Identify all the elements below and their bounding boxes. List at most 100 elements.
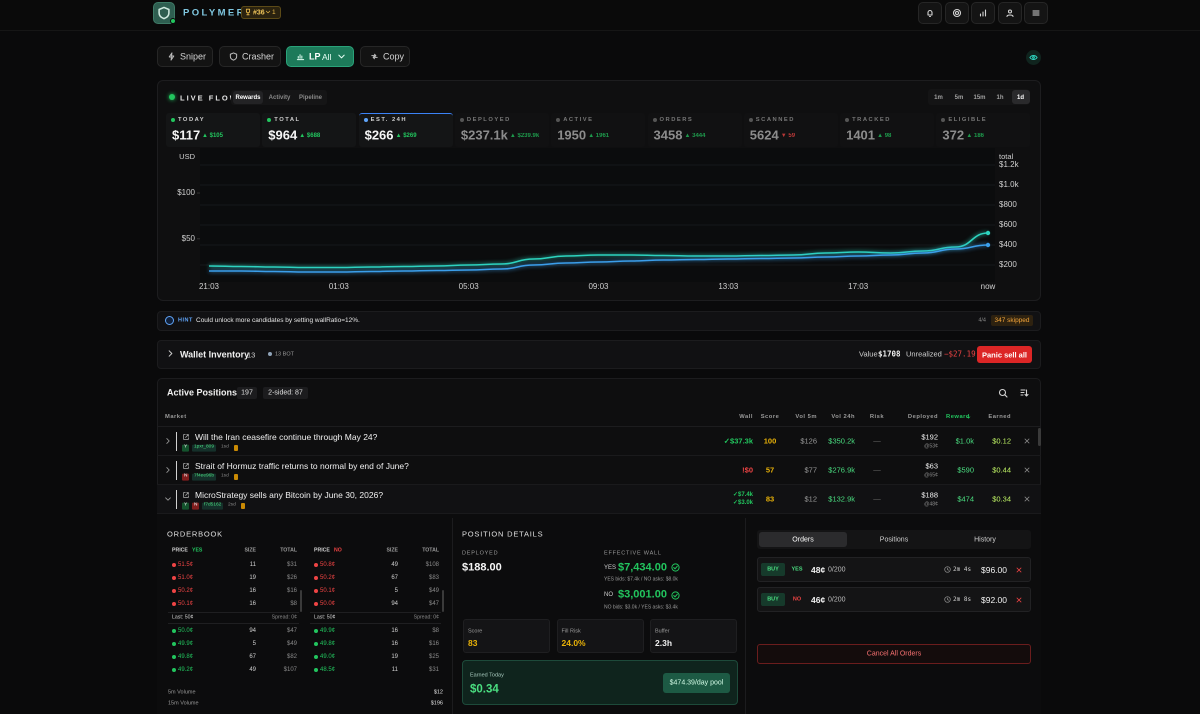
- remove-row-glyph[interactable]: [1024, 438, 1030, 444]
- wallet-chevron[interactable]: [166, 349, 175, 358]
- panic-button[interactable]: [977, 346, 1032, 363]
- cancel-order-glyph[interactable]: [1016, 567, 1022, 572]
- remove-row[interactable]: [1023, 495, 1031, 503]
- range-tab[interactable]: 1m: [934, 94, 943, 101]
- search-button-glyph[interactable]: [998, 389, 1008, 398]
- sort-button-glyph[interactable]: [1020, 389, 1029, 397]
- row-chevron[interactable]: [164, 495, 172, 503]
- row-chevron-glyph[interactable]: [165, 497, 171, 501]
- tag-cash: [234, 445, 238, 451]
- position-row[interactable]: [157, 427, 1041, 456]
- eye-icon[interactable]: [1029, 53, 1038, 62]
- toolbar-icon[interactable]: [978, 8, 988, 18]
- toolbar-icon[interactable]: [1031, 8, 1041, 18]
- mode-button[interactable]: [360, 46, 410, 67]
- orders-tab[interactable]: Positions: [879, 536, 909, 543]
- flow-tab-label[interactable]: Rewards: [235, 94, 261, 101]
- wall-side: NO: [604, 592, 613, 598]
- mode-button[interactable]: [157, 46, 213, 67]
- range-tab[interactable]: 1h: [996, 94, 1004, 101]
- toolbar-icon[interactable]: [925, 8, 935, 18]
- toolbar-icon-glyph[interactable]: [1005, 9, 1014, 18]
- mode-label[interactable]: Sniper: [180, 51, 207, 61]
- mode-icon[interactable]: [370, 52, 379, 61]
- cancel-all-label[interactable]: Cancel All Orders: [866, 650, 922, 658]
- column-header[interactable]: Wall: [739, 413, 753, 420]
- external-link-glyph[interactable]: [183, 463, 189, 469]
- remove-row[interactable]: [1023, 437, 1031, 445]
- orders-tab[interactable]: History: [974, 536, 996, 543]
- column-header[interactable]: Vol 24h: [831, 413, 855, 420]
- cancel-order-glyph[interactable]: [1016, 597, 1022, 602]
- lp-filter[interactable]: All: [322, 51, 332, 62]
- mode-label[interactable]: LP: [309, 51, 321, 61]
- eye-button[interactable]: [1026, 50, 1041, 65]
- row-chevron-glyph[interactable]: [166, 438, 170, 444]
- remove-row-glyph[interactable]: [1024, 467, 1030, 473]
- mode-icon-glyph[interactable]: [296, 54, 305, 61]
- sort-button[interactable]: [1019, 388, 1029, 398]
- range-tab[interactable]: 1d: [1016, 94, 1025, 101]
- range-tab[interactable]: 15m: [973, 94, 986, 101]
- orders-tab-active[interactable]: [759, 532, 847, 547]
- row-chevron-glyph[interactable]: [166, 467, 170, 473]
- toolbar-icon-glyph[interactable]: [1032, 10, 1040, 16]
- remove-row[interactable]: [1023, 466, 1031, 474]
- range-tab[interactable]: 5m: [954, 94, 964, 101]
- column-header[interactable]: Deployed: [907, 413, 938, 420]
- mode-label[interactable]: Copy: [383, 51, 405, 61]
- position-row[interactable]: [157, 485, 1041, 514]
- flow-tab-label[interactable]: Pipeline: [298, 94, 323, 101]
- mode-icon[interactable]: [229, 52, 238, 61]
- range-active[interactable]: [1011, 90, 1030, 104]
- column-header[interactable]: Reward: [946, 413, 970, 420]
- lp-filter-caret[interactable]: [337, 52, 346, 61]
- mode-icon[interactable]: [296, 52, 305, 61]
- ob-header: PRICE: [172, 547, 188, 554]
- column-header[interactable]: Score: [760, 413, 780, 420]
- external-link[interactable]: [182, 433, 190, 441]
- toolbar-button[interactable]: [944, 2, 969, 24]
- column-header[interactable]: Earned: [988, 413, 1011, 420]
- external-link[interactable]: [182, 491, 190, 499]
- toolbar-icon[interactable]: [1005, 8, 1015, 18]
- mode-label[interactable]: Crasher: [242, 51, 275, 61]
- flow-tab-label[interactable]: Activity: [268, 94, 291, 101]
- mode-icon[interactable]: [167, 52, 176, 61]
- position-row[interactable]: [157, 456, 1041, 485]
- toolbar-icon[interactable]: [952, 8, 962, 18]
- flow-tab[interactable]: [233, 91, 263, 104]
- ob-spread: Spread: 0¢: [413, 614, 439, 621]
- logo[interactable]: [153, 2, 175, 24]
- remove-row-glyph[interactable]: [1024, 496, 1030, 502]
- column-header[interactable]: Vol 5m: [795, 413, 817, 420]
- toolbar-button[interactable]: [918, 2, 942, 24]
- metric-label: Buffer: [655, 628, 670, 635]
- risk: —: [873, 465, 881, 475]
- toolbar-icon-glyph[interactable]: [927, 9, 933, 18]
- mode-icon-glyph[interactable]: [168, 52, 175, 61]
- eye-icon-glyph[interactable]: [1029, 54, 1038, 61]
- column-header[interactable]: Risk: [869, 413, 885, 420]
- external-link-glyph[interactable]: [183, 434, 189, 440]
- column-header[interactable]: Market: [165, 413, 187, 420]
- external-link[interactable]: [182, 462, 190, 470]
- toolbar-icon-glyph[interactable]: [979, 9, 987, 17]
- cancel-order[interactable]: [1015, 566, 1023, 574]
- mode-icon-glyph[interactable]: [371, 53, 378, 60]
- mode-button[interactable]: [286, 46, 354, 67]
- wallet-chevron-glyph[interactable]: [168, 350, 173, 357]
- row-chevron[interactable]: [164, 437, 172, 445]
- orders-tab[interactable]: Orders: [792, 536, 814, 543]
- row-chevron[interactable]: [164, 466, 172, 474]
- search-button[interactable]: [998, 388, 1008, 398]
- mode-button[interactable]: [219, 46, 281, 67]
- cancel-order[interactable]: [1015, 596, 1023, 604]
- wallet-bar[interactable]: [157, 340, 1041, 369]
- cancel-all-button[interactable]: [757, 644, 1031, 664]
- panic-label[interactable]: Panic sell all: [981, 349, 1028, 359]
- toolbar-icon-glyph[interactable]: [952, 8, 961, 18]
- external-link-glyph[interactable]: [183, 492, 189, 498]
- mode-icon-glyph[interactable]: [229, 52, 238, 61]
- lp-filter-caret-glyph[interactable]: [338, 54, 345, 59]
